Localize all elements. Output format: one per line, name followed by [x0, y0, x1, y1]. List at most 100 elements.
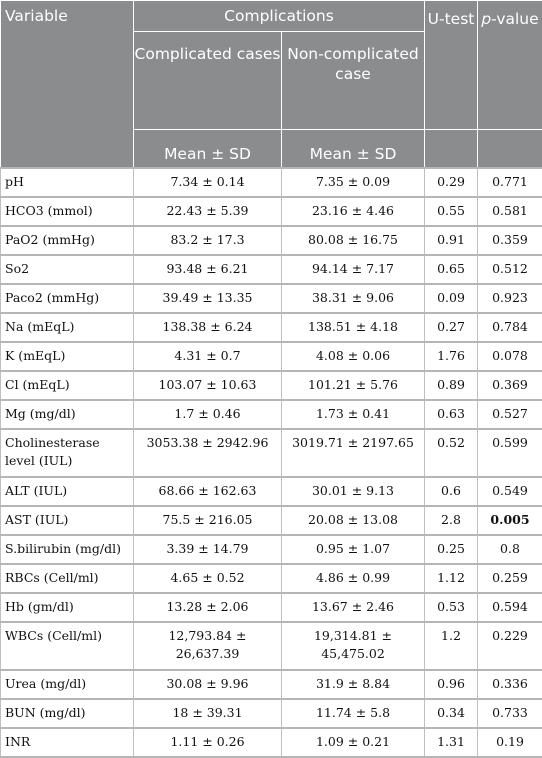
cell-complicated: 1.11 ± 0.26: [134, 728, 282, 757]
cell-noncomplicated: 4.08 ± 0.06: [282, 342, 425, 371]
cell-complicated: 1.7 ± 0.46: [134, 400, 282, 429]
cell-noncomplicated: 4.86 ± 0.99: [282, 564, 425, 593]
header-pvalue: p-value: [478, 1, 542, 130]
cell-noncomplicated: 13.67 ± 2.46: [282, 593, 425, 622]
cell-utest: 0.55: [425, 197, 478, 226]
header-utest: U-test: [425, 1, 478, 130]
cell-pvalue: 0.599: [478, 429, 542, 477]
header-utest-blank: [425, 130, 478, 169]
cell-utest: 0.25: [425, 535, 478, 564]
cell-complicated: 13.28 ± 2.06: [134, 593, 282, 622]
cell-utest: 0.65: [425, 255, 478, 284]
cell-noncomplicated: 101.21 ± 5.76: [282, 371, 425, 400]
cell-pvalue: 0.733: [478, 699, 542, 728]
cell-noncomplicated: 80.08 ± 16.75: [282, 226, 425, 255]
cell-noncomplicated: 1.09 ± 0.21: [282, 728, 425, 757]
cell-variable: WBCs (Cell/ml): [1, 622, 134, 670]
header-pvalue-blank: [478, 130, 542, 169]
cell-utest: 0.96: [425, 670, 478, 699]
cell-utest: 0.52: [425, 429, 478, 477]
cell-utest: 0.89: [425, 371, 478, 400]
cell-pvalue: 0.8: [478, 535, 542, 564]
cell-variable: Paco2 (mmHg): [1, 284, 134, 313]
cell-pvalue: 0.923: [478, 284, 542, 313]
table-header: Variable Complications U-test p-value Co…: [1, 1, 542, 169]
cell-variable: AST (IUL): [1, 506, 134, 535]
cell-complicated: 103.07 ± 10.63: [134, 371, 282, 400]
cell-complicated: 3053.38 ± 2942.96: [134, 429, 282, 477]
cell-pvalue: 0.549: [478, 477, 542, 506]
header-mean-sd-complicated: Mean ± SD: [134, 130, 282, 169]
cell-variable: Hb (gm/dl): [1, 593, 134, 622]
cell-noncomplicated: 38.31 ± 9.06: [282, 284, 425, 313]
cell-noncomplicated: 20.08 ± 13.08: [282, 506, 425, 535]
cell-utest: 1.76: [425, 342, 478, 371]
cell-variable: Mg (mg/dl): [1, 400, 134, 429]
cell-pvalue: 0.771: [478, 168, 542, 197]
cell-utest: 0.91: [425, 226, 478, 255]
cell-noncomplicated: 7.35 ± 0.09: [282, 168, 425, 197]
cell-utest: 0.63: [425, 400, 478, 429]
cell-pvalue: 0.005: [478, 506, 542, 535]
cell-noncomplicated: 19,314.81 ± 45,475.02: [282, 622, 425, 670]
header-pvalue-rest: -value: [491, 10, 539, 28]
cell-utest: 1.31: [425, 728, 478, 757]
cell-variable: RBCs (Cell/ml): [1, 564, 134, 593]
cell-pvalue: 0.784: [478, 313, 542, 342]
cell-variable: Na (mEqL): [1, 313, 134, 342]
cell-variable: Cholinesterase level (IUL): [1, 429, 134, 477]
cell-complicated: 4.65 ± 0.52: [134, 564, 282, 593]
cell-utest: 0.27: [425, 313, 478, 342]
cell-variable: K (mEqL): [1, 342, 134, 371]
cell-utest: 1.12: [425, 564, 478, 593]
cell-variable: So2: [1, 255, 134, 284]
cell-utest: 1.2: [425, 622, 478, 670]
cell-variable: INR: [1, 728, 134, 757]
cell-utest: 2.8: [425, 506, 478, 535]
cell-pvalue: 0.078: [478, 342, 542, 371]
header-mean-sd-noncomplicated: Mean ± SD: [282, 130, 425, 169]
cell-complicated: 83.2 ± 17.3: [134, 226, 282, 255]
cell-complicated: 39.49 ± 13.35: [134, 284, 282, 313]
cell-variable: ALT (IUL): [1, 477, 134, 506]
cell-pvalue: 0.512: [478, 255, 542, 284]
cell-variable: S.bilirubin (mg/dl): [1, 535, 134, 564]
cell-pvalue: 0.229: [478, 622, 542, 670]
cell-variable: HCO3 (mmol): [1, 197, 134, 226]
cell-pvalue: 0.369: [478, 371, 542, 400]
cell-complicated: 138.38 ± 6.24: [134, 313, 282, 342]
cell-pvalue: 0.19: [478, 728, 542, 757]
cell-noncomplicated: 0.95 ± 1.07: [282, 535, 425, 564]
cell-complicated: 12,793.84 ± 26,637.39: [134, 622, 282, 670]
cell-variable: BUN (mg/dl): [1, 699, 134, 728]
cell-noncomplicated: 30.01 ± 9.13: [282, 477, 425, 506]
cell-pvalue: 0.581: [478, 197, 542, 226]
cell-utest: 0.34: [425, 699, 478, 728]
cell-noncomplicated: 3019.71 ± 2197.65: [282, 429, 425, 477]
header-complications: Complications: [134, 1, 425, 32]
cell-noncomplicated: 138.51 ± 4.18: [282, 313, 425, 342]
cell-noncomplicated: 1.73 ± 0.41: [282, 400, 425, 429]
cell-complicated: 75.5 ± 216.05: [134, 506, 282, 535]
cell-complicated: 18 ± 39.31: [134, 699, 282, 728]
cell-variable: Urea (mg/dl): [1, 670, 134, 699]
header-complicated-cases: Complicated cases: [134, 32, 282, 130]
